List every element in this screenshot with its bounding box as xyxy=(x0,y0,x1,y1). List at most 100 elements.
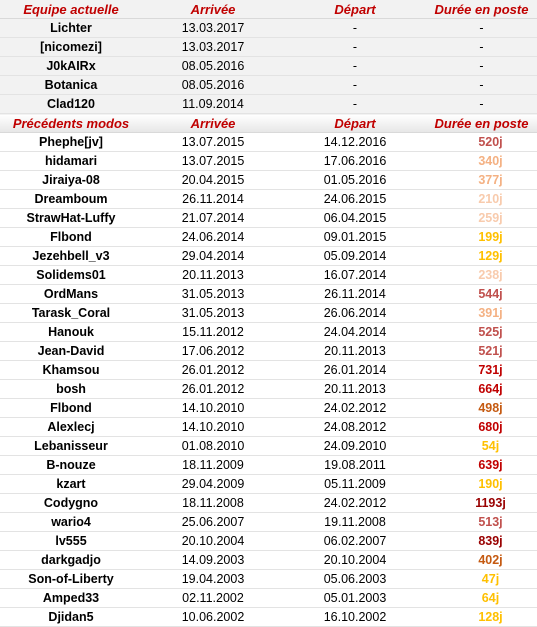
arrival-date: 14.10.2010 xyxy=(142,417,284,437)
departure-header: Départ xyxy=(284,113,426,133)
arrival-date: 26.11.2014 xyxy=(142,189,284,209)
moderator-name: Flbond xyxy=(0,227,142,247)
previous-moderator-row: Jean-David 17.06.2012 20.11.2013 521j xyxy=(0,341,537,361)
current-moderator-row: [nicomezi] 13.03.2017- - xyxy=(0,37,537,57)
previous-moderator-row: Hanouk 15.11.2012 24.04.2014 525j xyxy=(0,322,537,342)
previous-moderator-row: hidamari 13.07.2015 17.06.2016 340j xyxy=(0,151,537,171)
current-team-header-row: Equipe actuelle Arrivée Départ Durée en … xyxy=(0,0,537,19)
arrival-date: 14.09.2003 xyxy=(142,550,284,570)
moderator-name: Djidan5 xyxy=(0,607,142,627)
departure-date: 20.11.2013 xyxy=(284,379,426,399)
departure-date: - xyxy=(284,94,426,114)
departure-date: 05.11.2009 xyxy=(284,474,426,494)
duration-value: 639j xyxy=(426,455,537,475)
moderator-name: Clad120 xyxy=(0,94,142,114)
duration-value: 128j xyxy=(426,607,537,627)
departure-date: 05.06.2003 xyxy=(284,569,426,589)
current-moderator-row: Lichter 13.03.2017- - xyxy=(0,18,537,38)
current-moderator-row: J0kAIRx 08.05.2016- - xyxy=(0,56,537,76)
moderator-name: Hanouk xyxy=(0,322,142,342)
arrival-date: 01.08.2010 xyxy=(142,436,284,456)
arrival-date: 13.03.2017 xyxy=(142,37,284,57)
duration-value: 259j xyxy=(426,208,537,228)
duration-value: 664j xyxy=(426,379,537,399)
arrival-date: 13.07.2015 xyxy=(142,151,284,171)
moderator-name: darkgadjo xyxy=(0,550,142,570)
previous-moderator-row: Son-of-Liberty 19.04.2003 05.06.2003 47j xyxy=(0,569,537,589)
moderator-name: Lichter xyxy=(0,18,142,38)
departure-date: 24.04.2014 xyxy=(284,322,426,342)
departure-date: - xyxy=(284,37,426,57)
arrival-date: 11.09.2014 xyxy=(142,94,284,114)
duration-value: 340j xyxy=(426,151,537,171)
duration-value: - xyxy=(426,94,537,114)
departure-date: 20.11.2013 xyxy=(284,341,426,361)
current-moderator-row: Clad120 11.09.2014- - xyxy=(0,94,537,114)
duration-value: 190j xyxy=(426,474,537,494)
moderator-name: wario4 xyxy=(0,512,142,532)
arrival-date: 20.10.2004 xyxy=(142,531,284,551)
arrival-date: 18.11.2008 xyxy=(142,493,284,513)
moderator-name: [nicomezi] xyxy=(0,37,142,57)
duration-value: 498j xyxy=(426,398,537,418)
arrival-date: 26.01.2012 xyxy=(142,379,284,399)
duration-value: - xyxy=(426,18,537,38)
moderator-name: OrdMans xyxy=(0,284,142,304)
departure-date: 24.08.2012 xyxy=(284,417,426,437)
departure-date: - xyxy=(284,75,426,95)
departure-date: 24.06.2015 xyxy=(284,189,426,209)
moderator-name: Solidems01 xyxy=(0,265,142,285)
duration-value: 525j xyxy=(426,322,537,342)
arrival-date: 26.01.2012 xyxy=(142,360,284,380)
arrival-date: 24.06.2014 xyxy=(142,227,284,247)
arrival-date: 31.05.2013 xyxy=(142,303,284,323)
moderator-name: StrawHat-Luffy xyxy=(0,208,142,228)
departure-date: 16.10.2002 xyxy=(284,607,426,627)
arrival-date: 25.06.2007 xyxy=(142,512,284,532)
arrival-date: 08.05.2016 xyxy=(142,75,284,95)
arrival-date: 20.11.2013 xyxy=(142,265,284,285)
arrival-date: 15.11.2012 xyxy=(142,322,284,342)
previous-moderator-row: wario4 25.06.2007 19.11.2008 513j xyxy=(0,512,537,532)
moderator-name: kzart xyxy=(0,474,142,494)
previous-moderator-row: Jezehbell_v3 29.04.2014 05.09.2014 129j xyxy=(0,246,537,266)
previous-moderator-row: StrawHat-Luffy 21.07.2014 06.04.2015 259j xyxy=(0,208,537,228)
arrival-date: 31.05.2013 xyxy=(142,284,284,304)
departure-header: Départ xyxy=(284,0,426,19)
departure-date: 20.10.2004 xyxy=(284,550,426,570)
moderator-name: Khamsou xyxy=(0,360,142,380)
departure-date: 01.05.2016 xyxy=(284,170,426,190)
previous-moderator-row: Jiraiya-08 20.04.2015 01.05.2016 377j xyxy=(0,170,537,190)
moderator-name: Botanica xyxy=(0,75,142,95)
departure-date: 14.12.2016 xyxy=(284,132,426,152)
departure-date: 26.01.2014 xyxy=(284,360,426,380)
previous-moderator-row: bosh 26.01.2012 20.11.2013 664j xyxy=(0,379,537,399)
arrival-date: 29.04.2014 xyxy=(142,246,284,266)
duration-header: Durée en poste xyxy=(426,0,537,19)
arrival-date: 02.11.2002 xyxy=(142,588,284,608)
previous-moderator-row: darkgadjo 14.09.2003 20.10.2004 402j xyxy=(0,550,537,570)
moderator-name: Jiraiya-08 xyxy=(0,170,142,190)
previous-moderator-row: Djidan5 10.06.2002 16.10.2002 128j xyxy=(0,607,537,627)
moderator-name: Tarask_Coral xyxy=(0,303,142,323)
duration-value: - xyxy=(426,75,537,95)
departure-date: - xyxy=(284,18,426,38)
departure-date: 24.02.2012 xyxy=(284,493,426,513)
previous-moderator-row: Tarask_Coral 31.05.2013 26.06.2014 391j xyxy=(0,303,537,323)
duration-value: 47j xyxy=(426,569,537,589)
departure-date: - xyxy=(284,56,426,76)
arrival-date: 21.07.2014 xyxy=(142,208,284,228)
duration-value: 513j xyxy=(426,512,537,532)
previous-moderator-row: Flbond 14.10.2010 24.02.2012 498j xyxy=(0,398,537,418)
arrival-header: Arrivée xyxy=(142,113,284,133)
moderator-name: B-nouze xyxy=(0,455,142,475)
moderator-name: Alexlecj xyxy=(0,417,142,437)
previous-moderator-row: Amped33 02.11.2002 05.01.2003 64j xyxy=(0,588,537,608)
duration-value: 402j xyxy=(426,550,537,570)
departure-date: 17.06.2016 xyxy=(284,151,426,171)
previous-moderator-row: Phephe[jv] 13.07.2015 14.12.2016 520j xyxy=(0,132,537,152)
arrival-header: Arrivée xyxy=(142,0,284,19)
departure-date: 16.07.2014 xyxy=(284,265,426,285)
arrival-date: 13.03.2017 xyxy=(142,18,284,38)
